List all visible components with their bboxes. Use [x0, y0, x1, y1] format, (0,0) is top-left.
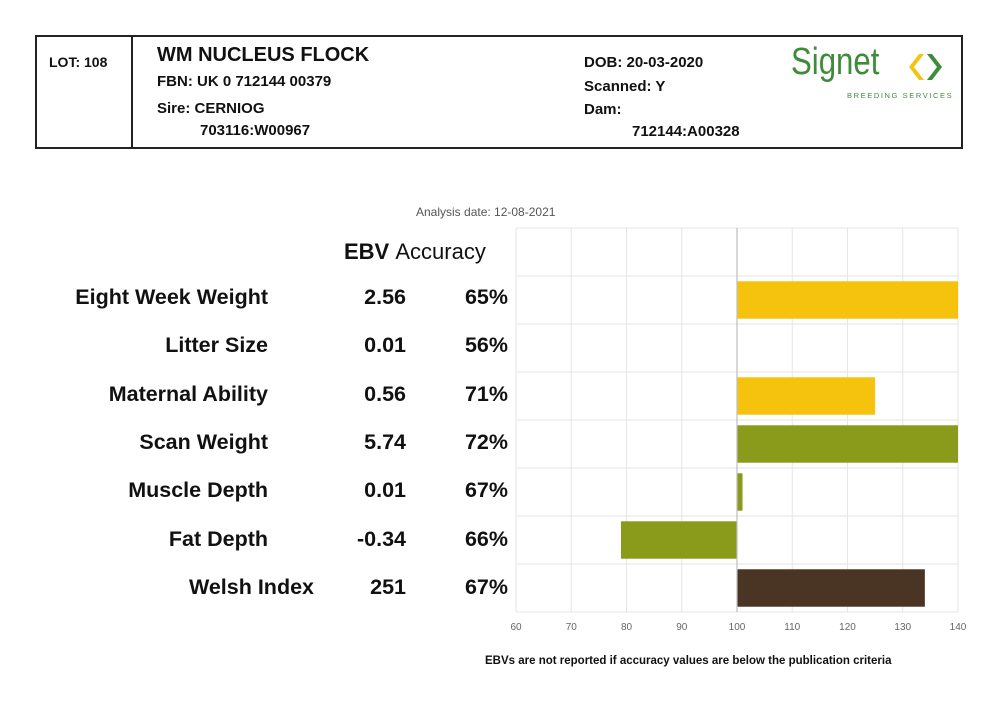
- lot-number: LOT: 108: [49, 54, 108, 70]
- logo-subtitle: BREEDING SERVICES: [847, 91, 954, 100]
- trait-name: Muscle Depth: [128, 478, 268, 502]
- trait-name: Maternal Ability: [108, 382, 268, 406]
- dam-label: Dam:: [584, 101, 622, 118]
- trait-accuracy: 67%: [464, 575, 508, 599]
- bar-fat-depth: [620, 521, 737, 559]
- publication-footnote: EBVs are not reported if accuracy values…: [485, 655, 892, 667]
- trait-accuracy: 71%: [464, 382, 508, 406]
- x-tick-label: 110: [784, 622, 800, 633]
- x-tick-label: 130: [894, 622, 911, 633]
- logo-wordmark: Signet: [791, 41, 880, 83]
- trait-name: Scan Weight: [139, 430, 268, 454]
- trait-accuracy: 67%: [464, 478, 508, 502]
- bar-eight-week-weight: [737, 281, 958, 319]
- x-tick-label: 100: [729, 622, 746, 633]
- column-headings: EBV Accuracy: [344, 239, 486, 265]
- scanned-status: Scanned: Y: [584, 78, 666, 95]
- bar-muscle-depth: [737, 473, 743, 511]
- trait-accuracy: 72%: [464, 430, 508, 454]
- x-tick-label: 80: [621, 622, 633, 633]
- trait-accuracy: 56%: [464, 333, 508, 357]
- ebv-heading: EBV: [344, 239, 390, 264]
- trait-ebv: -0.34: [356, 527, 406, 551]
- x-tick-label: 60: [510, 622, 522, 633]
- lot-cell: LOT: 108: [37, 37, 133, 147]
- trait-accuracy: 66%: [464, 527, 508, 551]
- signet-logo: Signet BREEDING SERVICES: [791, 41, 954, 105]
- trait-ebv: 5.74: [364, 430, 406, 454]
- sire-id: 703116:W00967: [200, 122, 311, 139]
- x-tick-label: 70: [566, 622, 578, 633]
- trait-ebv: 2.56: [364, 285, 406, 309]
- bar-scan-weight: [737, 425, 958, 463]
- accuracy-heading: Accuracy: [395, 239, 486, 264]
- x-tick-label: 140: [950, 622, 967, 633]
- trait-ebv: 0.56: [364, 382, 406, 406]
- dam-id: 712144:A00328: [632, 123, 740, 140]
- trait-name: Eight Week Weight: [75, 285, 268, 309]
- trait-ebv: 251: [370, 575, 406, 599]
- trait-ebv: 0.01: [364, 333, 406, 357]
- trait-ebv: 0.01: [364, 478, 406, 502]
- x-tick-label: 120: [839, 622, 856, 633]
- x-tick-label: 90: [676, 622, 688, 633]
- fbn: FBN: UK 0 712144 00379: [157, 73, 332, 90]
- trait-accuracy: 65%: [464, 285, 508, 309]
- animal-header: LOT: 108 WM NUCLEUS FLOCK FBN: UK 0 7121…: [35, 35, 963, 149]
- flock-name: WM NUCLEUS FLOCK: [157, 44, 370, 66]
- bar-welsh-index: [737, 569, 925, 607]
- chevron-logo-icon: [909, 54, 942, 80]
- analysis-date: Analysis date: 12-08-2021: [416, 205, 556, 219]
- bar-maternal-ability: [737, 377, 876, 415]
- date-of-birth: DOB: 20-03-2020: [584, 54, 704, 71]
- trait-name: Fat Depth: [168, 527, 268, 551]
- trait-name: Litter Size: [165, 333, 268, 357]
- sire-name: Sire: CERNIOG: [157, 100, 265, 117]
- trait-name: Welsh Index: [188, 575, 314, 599]
